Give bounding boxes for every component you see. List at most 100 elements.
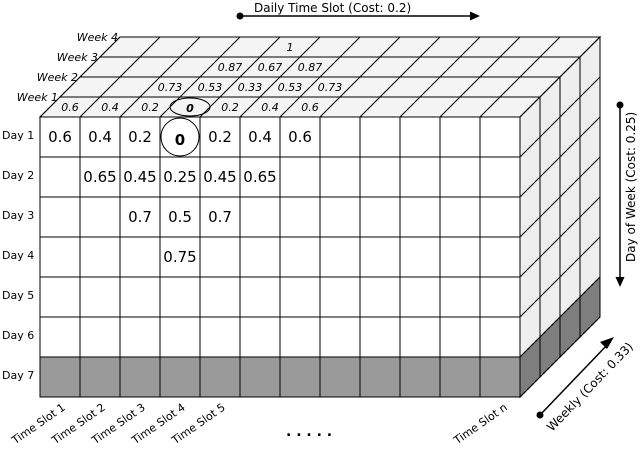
front-cell [360, 157, 400, 197]
top-value: 1 [287, 41, 294, 54]
front-cell [200, 357, 240, 397]
time-slot-label-last: Time Slot n [451, 401, 510, 448]
top-value: 0.6 [301, 101, 319, 114]
front-cell [280, 197, 320, 237]
day-label: Day 5 [2, 289, 34, 302]
front-cell [200, 237, 240, 277]
front-value: 0.25 [163, 168, 196, 186]
front-cell [40, 157, 80, 197]
front-cell [120, 357, 160, 397]
top-value: 0.87 [218, 61, 243, 74]
front-cell [280, 157, 320, 197]
top-value: 0.73 [318, 81, 343, 94]
front-cell [80, 237, 120, 277]
front-cell [40, 277, 80, 317]
front-cell [480, 197, 520, 237]
front-cell [120, 317, 160, 357]
top-target-value: 0 [186, 102, 194, 115]
front-cell [120, 237, 160, 277]
top-value: 0.4 [101, 101, 119, 114]
top-value: 0.2 [141, 101, 159, 114]
daily-axis: Daily Time Slot (Cost: 0.2) [237, 1, 481, 21]
day-label: Day 1 [2, 129, 34, 142]
front-cell [400, 277, 440, 317]
top-value: 0.53 [278, 81, 303, 94]
time-slot-ellipsis: . . . . . [286, 424, 332, 440]
front-value: 0.7 [208, 208, 232, 226]
week-label: Week 2 [37, 71, 78, 84]
week-label: Week 4 [77, 31, 118, 44]
front-cell [440, 277, 480, 317]
front-cell [320, 277, 360, 317]
week-label: Week 1 [17, 91, 58, 104]
front-cell [40, 237, 80, 277]
front-cell [80, 357, 120, 397]
front-cell [360, 237, 400, 277]
front-cell [280, 357, 320, 397]
front-cell [360, 317, 400, 357]
front-cell [80, 277, 120, 317]
day-label: Day 2 [2, 169, 34, 182]
front-cell [40, 317, 80, 357]
front-cell [200, 317, 240, 357]
front-cell [40, 197, 80, 237]
top-value: 0.33 [238, 81, 263, 94]
top-value: 0.4 [261, 101, 279, 114]
top-value: 0.53 [198, 81, 223, 94]
weekly-axis-arrowhead [600, 337, 614, 349]
front-cell [400, 157, 440, 197]
day-label: Day 7 [2, 369, 34, 382]
day-label: Day 6 [2, 329, 34, 342]
front-cell [400, 197, 440, 237]
top-value: 0.2 [221, 101, 239, 114]
front-cell [120, 277, 160, 317]
front-cell [440, 197, 480, 237]
front-value: 0.6 [48, 128, 72, 146]
front-cell [480, 237, 520, 277]
front-cell [80, 197, 120, 237]
front-cell [480, 157, 520, 197]
front-cell [360, 197, 400, 237]
front-cell [280, 277, 320, 317]
front-value: 0.65 [243, 168, 276, 186]
day-of-week-axis-label: Day of Week (Cost: 0.25) [624, 112, 638, 262]
front-cell [200, 277, 240, 317]
cube-top-face [40, 37, 600, 117]
front-cell [320, 157, 360, 197]
top-value: 0.6 [61, 101, 79, 114]
front-cell [440, 317, 480, 357]
front-cell [320, 317, 360, 357]
daily-axis-arrowhead [470, 12, 480, 21]
front-cell [360, 277, 400, 317]
front-cell [400, 317, 440, 357]
front-cell [40, 357, 80, 397]
front-cell [240, 317, 280, 357]
front-value: 0.75 [163, 248, 196, 266]
top-value: 0.87 [298, 61, 323, 74]
front-cell [240, 197, 280, 237]
cube-front-face [40, 117, 520, 397]
front-cell [320, 197, 360, 237]
front-cell [320, 237, 360, 277]
front-target-value: 0 [175, 131, 185, 149]
front-value: 0.45 [203, 168, 236, 186]
front-cell [480, 357, 520, 397]
week-label: Week 3 [57, 51, 98, 64]
front-cell [360, 117, 400, 157]
front-cell [400, 237, 440, 277]
front-cell [440, 157, 480, 197]
front-value: 0.2 [128, 128, 152, 146]
front-value: 0.6 [288, 128, 312, 146]
front-cell [360, 357, 400, 397]
front-cell [480, 277, 520, 317]
front-cell [280, 237, 320, 277]
day-label: Day 3 [2, 209, 34, 222]
front-cell [160, 357, 200, 397]
day-of-week-axis-arrowhead [616, 277, 625, 287]
front-cell [240, 237, 280, 277]
front-cell [400, 117, 440, 157]
day-of-week-axis: Day of Week (Cost: 0.25) [616, 102, 639, 288]
front-cell [400, 357, 440, 397]
front-value: 0.4 [248, 128, 272, 146]
